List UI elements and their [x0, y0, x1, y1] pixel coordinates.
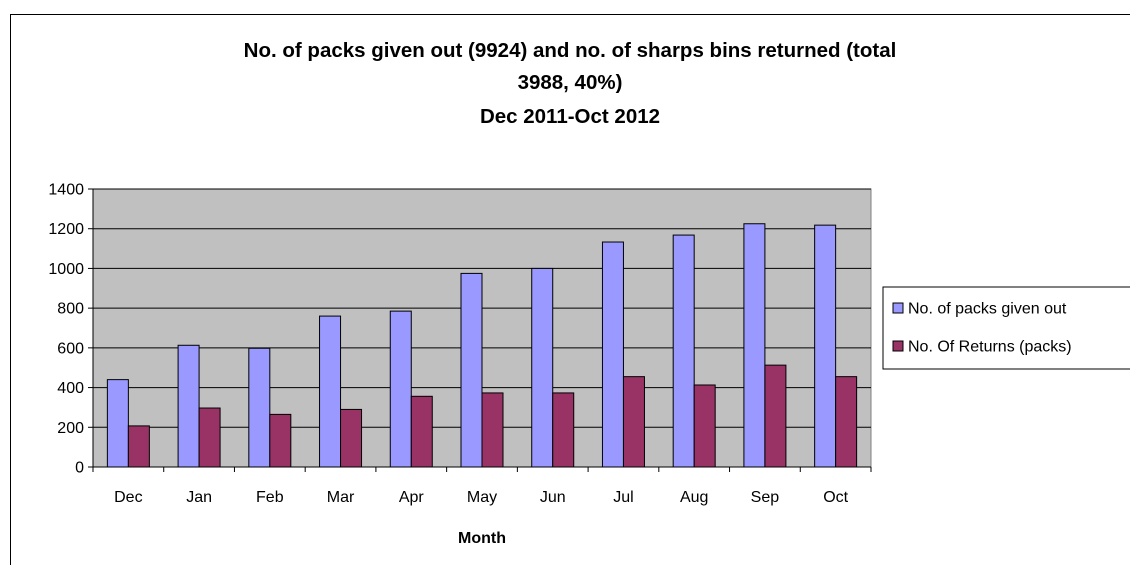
x-axis-title: Month: [458, 530, 506, 547]
bar-returns-feb: [269, 413, 292, 468]
axes: [92, 189, 871, 468]
legend-swatch: [892, 340, 904, 352]
x-tick-label: Apr: [399, 489, 425, 506]
bar-packs-dec: [106, 379, 129, 468]
chart-title-line: 3988, 40%): [518, 71, 623, 94]
bar-packs-oct: [814, 224, 837, 468]
x-tick-label: May: [467, 489, 497, 506]
x-tick-label: Aug: [680, 489, 708, 506]
x-tick-label: Mar: [327, 489, 355, 506]
bar-packs-feb: [248, 347, 271, 468]
bar-returns-dec: [127, 425, 150, 468]
y-axis-ticks: 0 200 400 600 800 1000 1200 1400: [48, 182, 93, 477]
y-tick-label: 0: [75, 460, 84, 477]
y-tick-label: 1400: [48, 182, 84, 199]
bar-returns-sep: [764, 364, 787, 468]
y-tick-label: 1000: [48, 261, 84, 278]
legend-label: No. Of Returns (packs): [908, 339, 1072, 356]
legend-box: [882, 286, 1130, 370]
bar-packs-may: [460, 272, 483, 468]
legend: No. of packs given out No. Of Returns (pa…: [882, 286, 1130, 370]
bar-returns-may: [481, 392, 504, 468]
y-tick-label: 400: [57, 380, 84, 397]
bar-packs-jul: [601, 241, 624, 468]
bar-packs-jan: [177, 344, 200, 468]
bar-packs-jun: [531, 267, 554, 468]
x-tick-label: Oct: [823, 489, 848, 506]
y-tick-label: 200: [57, 420, 84, 437]
y-tick-label: 1200: [48, 221, 84, 238]
bar-returns-oct: [835, 376, 858, 468]
x-tick-label: Dec: [114, 489, 142, 506]
bar-returns-jan: [198, 407, 221, 468]
x-axis-ticks: Dec Jan Feb Mar Apr May Jun Jul Aug Sep Oct: [92, 467, 872, 506]
legend-swatch: [892, 302, 904, 314]
x-tick-label: Jan: [186, 489, 212, 506]
chart-title-line: No. of packs given out (9924) and no. of…: [244, 39, 897, 62]
chart-frame: [10, 14, 1130, 565]
bar-packs-mar: [319, 315, 342, 468]
x-tick-label: Feb: [256, 489, 284, 506]
bar-returns-jun: [552, 392, 575, 468]
bar-packs-apr: [389, 310, 412, 468]
chart-title: No. of packs given out (9924) and no. of…: [244, 39, 897, 128]
y-tick-label: 600: [57, 340, 84, 357]
x-tick-label: Jul: [613, 489, 633, 506]
x-tick-label: Jun: [540, 489, 566, 506]
bar-returns-mar: [340, 408, 363, 468]
bar-returns-jul: [622, 376, 645, 468]
bars: [106, 223, 858, 468]
y-tick-label: 800: [57, 301, 84, 318]
bar-returns-apr: [410, 395, 433, 468]
legend-label: No. of packs given out: [908, 301, 1067, 318]
bar-packs-sep: [743, 223, 766, 468]
bar-returns-aug: [693, 384, 716, 468]
bar-packs-aug: [672, 234, 695, 468]
chart-title-line: Dec 2011-Oct 2012: [480, 105, 660, 128]
x-tick-label: Sep: [751, 489, 780, 506]
